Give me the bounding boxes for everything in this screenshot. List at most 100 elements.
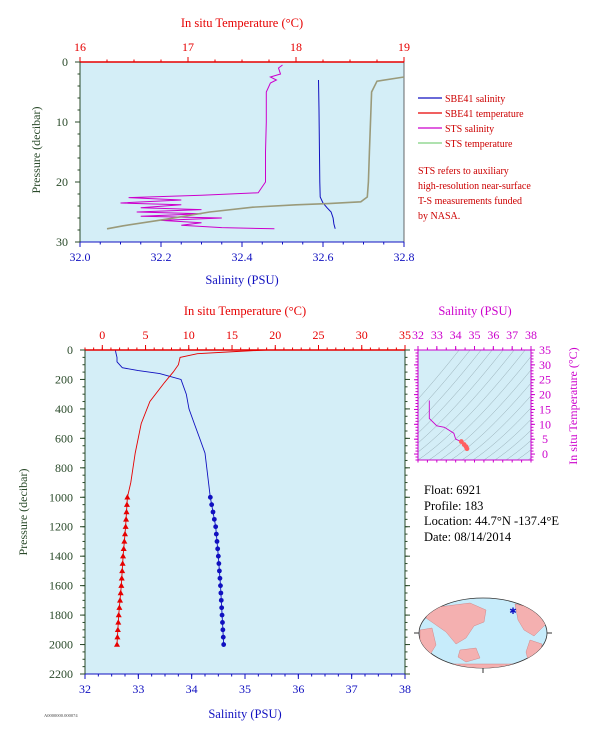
ts-point [458,439,464,444]
y-tick-label: 0 [542,447,548,461]
x-tick-label: 36 [487,328,499,342]
x-tick-label: 35 [469,328,481,342]
y-tick-label: 400 [55,402,73,416]
salinity-marker [218,583,223,589]
float-location-marker: ✱ [509,606,517,616]
salinity-marker [207,494,213,500]
x-top-tick-label: 0 [99,328,105,342]
series-sts-salinity [120,64,283,230]
legend-label: SBE41 salinity [445,94,505,105]
top-chart: 32.0 32.2 32.4 32.6 32.8 16 17 18 19 0 10 20 30 In s… [29,16,415,287]
bottom-plot-area [84,349,406,675]
ts-axis-title-temperature: In situ Temperature (°C) [566,347,580,464]
legend-item-sts-salinity: STS salinity [418,124,494,135]
sts-note-line: STS refers to auxiliary [418,166,509,177]
temperature-marker [124,494,131,500]
density-contour [494,429,531,460]
bottom-axis-title-salinity: Salinity (PSU) [208,707,281,721]
y-tick-label: 20 [539,388,551,402]
y-tick-label: 10 [56,115,68,129]
y-tick-label: 35 [539,343,551,357]
salinity-marker [217,568,222,574]
legend-item-sts-temperature: STS temperature [418,139,513,150]
temperature-marker [115,619,122,625]
bottom-chart: 32 33 34 35 36 37 38 0 5 10 15 20 25 30 35 0 200 400 600 80… [16,304,411,721]
x-tick-label: 32.0 [70,250,91,264]
location: Location: 44.7°N -137.4°E [424,514,559,528]
y-tick-label: 0 [62,55,68,69]
density-contour [505,440,531,460]
x-tick-label: 32 [412,328,424,342]
bottom-axis-title-pressure: Pressure (decibar) [16,469,30,556]
profile-number: Profile: 183 [424,498,484,513]
density-contour [418,350,482,423]
top-axis-title-salinity: Salinity (PSU) [205,273,278,287]
y-tick-label: 25 [539,373,551,387]
x-top-tick-label: 15 [226,328,238,342]
x-top-tick-label: 10 [183,328,195,342]
series-salinity [114,349,225,645]
salinity-marker [220,627,226,633]
legend-label: STS salinity [445,124,494,135]
x-tick-label: 36 [292,682,304,696]
temperature-marker [123,516,130,522]
x-top-tick-label: 19 [398,40,410,54]
date: Date: 08/14/2014 [424,529,512,544]
y-tick-label: 1400 [49,549,73,563]
temperature-marker [122,530,128,537]
salinity-marker [219,612,225,618]
footer-code: A0000000.000074 [44,713,78,718]
y-tick-label: 15 [539,402,551,416]
x-tick-label: 32.4 [232,250,253,264]
x-tick-label: 34 [450,328,462,342]
sts-note-line: T-S measurements funded [418,196,522,207]
y-tick-label: 1800 [49,608,73,622]
salinity-marker [220,620,225,625]
density-contour [418,350,460,400]
salinity-marker [210,509,216,515]
temperature-marker [122,523,129,529]
x-tick-label: 37 [346,682,358,696]
temperature-marker [114,626,121,633]
density-contour [428,356,531,460]
temperature-marker [121,538,128,544]
x-top-tick-label: 18 [290,40,302,54]
salinity-marker [215,546,221,552]
ts-point [464,446,470,452]
y-tick-label: 30 [56,235,68,249]
salinity-marker [213,531,219,537]
temperature-marker [117,589,124,596]
float-id: Float: 6921 [424,483,482,497]
legend-label: SBE41 temperature [445,109,524,120]
x-top-tick-label: 5 [143,328,149,342]
x-top-tick-label: 17 [182,40,194,54]
salinity-marker [221,642,227,647]
legend-item-sbe41-temperature: SBE41 temperature [418,109,524,120]
x-tick-label: 33 [132,682,144,696]
salinity-marker [220,634,226,640]
x-top-tick-label: 30 [356,328,368,342]
x-tick-label: 32 [79,682,91,696]
salinity-marker [215,553,221,559]
y-tick-label: 20 [56,175,68,189]
top-plot-area [79,61,405,243]
density-contour [516,449,531,460]
x-tick-label: 38 [525,328,537,342]
salinity-marker [219,605,225,611]
top-axis-title-pressure: Pressure (decibar) [29,107,43,194]
ts-frame [417,349,532,461]
top-axis-title-temperature: In situ Temperature (°C) [181,16,303,30]
y-tick-label: 1600 [49,579,73,593]
map-land-australia [457,647,481,663]
salinity-marker [217,575,223,581]
series-sts-temperature [106,76,405,230]
temperature-marker [115,611,122,618]
density-contour [418,350,504,444]
density-contour [450,382,531,460]
density-contour [418,350,493,434]
x-top-tick-label: 16 [74,40,86,54]
temperature-marker [120,552,127,559]
density-contour [418,350,471,412]
legend-item-sbe41-salinity: SBE41 salinity [418,94,505,105]
